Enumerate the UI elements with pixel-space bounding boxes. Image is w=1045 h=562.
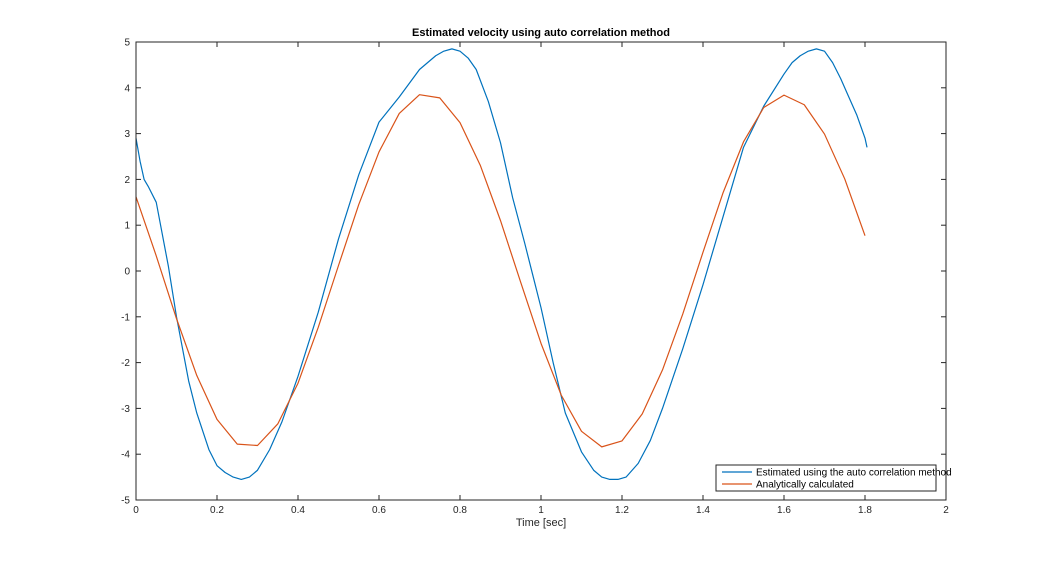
x-tick-label: 0.8 bbox=[453, 505, 467, 516]
legend-label-analytical: Analytically calculated bbox=[756, 480, 854, 491]
y-tick-label: 0 bbox=[124, 267, 130, 278]
y-tick-label: -2 bbox=[121, 358, 130, 369]
plot-background bbox=[136, 42, 946, 500]
y-tick-label: 2 bbox=[124, 175, 130, 186]
y-tick-label: -4 bbox=[121, 450, 130, 461]
y-tick-label: -1 bbox=[121, 312, 130, 323]
y-tick-label: 5 bbox=[124, 38, 130, 49]
axis-ticks: 0 0.2 0.4 0.6 0.8 1 1.2 1.4 1.6 1.8 2 -5 -4 -3 -2 -1 0 1 2… bbox=[121, 38, 949, 517]
x-tick-label: 0.2 bbox=[210, 505, 224, 516]
x-tick-label: 0.6 bbox=[372, 505, 386, 516]
y-tick-label: 3 bbox=[124, 129, 130, 140]
x-tick-label: 0 bbox=[133, 505, 139, 516]
legend-label-estimated: Estimated using the auto correlation met… bbox=[756, 468, 952, 479]
x-tick-label: 1.2 bbox=[615, 505, 629, 516]
series-line-0 bbox=[135, 48, 868, 480]
y-tick-label: 1 bbox=[124, 221, 130, 232]
x-tick-label: 1.4 bbox=[696, 505, 710, 516]
y-tick-label: 4 bbox=[124, 83, 130, 94]
x-tick-label: 1 bbox=[538, 505, 544, 516]
series-line-1 bbox=[135, 94, 866, 448]
x-tick-label: 1.8 bbox=[858, 505, 872, 516]
y-tick-label: -5 bbox=[121, 496, 130, 507]
legend: Estimated using the auto correlation met… bbox=[715, 464, 952, 492]
x-tick-label: 2 bbox=[943, 505, 949, 516]
y-tick-label: -3 bbox=[121, 404, 130, 415]
x-axis-label: Time [sec] bbox=[516, 517, 566, 529]
plot-frame bbox=[135, 41, 947, 501]
x-tick-label: 1.6 bbox=[777, 505, 791, 516]
legend-box bbox=[715, 464, 937, 492]
series-layer bbox=[135, 48, 868, 480]
chart-title: Estimated velocity using auto correlatio… bbox=[412, 27, 670, 39]
x-tick-label: 0.4 bbox=[291, 505, 305, 516]
